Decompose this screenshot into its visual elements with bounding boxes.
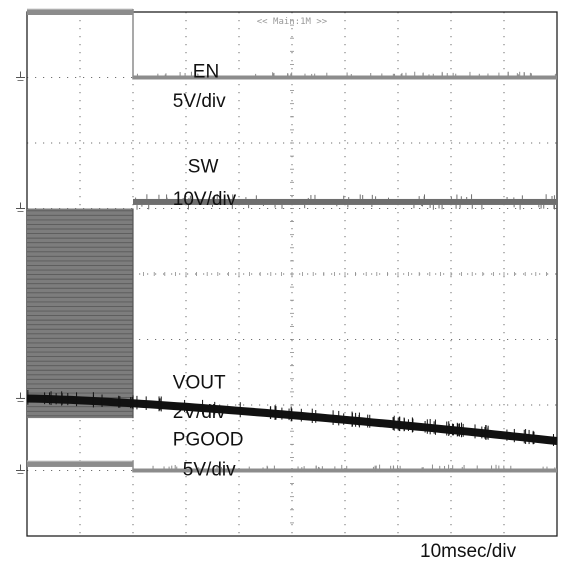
trace-sw-idle bbox=[133, 198, 557, 205]
channel-label-vout-name: VOUT bbox=[173, 373, 226, 394]
channel-label-sw-scale: 10V/div bbox=[173, 189, 237, 210]
channel-label-en-scale: 5V/div bbox=[173, 91, 226, 112]
channel-labels: EN 5V/div SW 10V/div VOUT 2V/div PGOOD 5V/div bbox=[173, 62, 244, 481]
trace-en-low bbox=[133, 75, 557, 80]
trace-en-high bbox=[27, 9, 133, 15]
traces bbox=[26, 8, 558, 473]
channel-label-en-name: EN bbox=[193, 62, 219, 83]
top-readout: << Main:1M >> bbox=[257, 17, 328, 27]
trace-pgood-low bbox=[133, 468, 557, 473]
trace-sw-switching-band bbox=[27, 208, 133, 419]
channel-label-vout-scale: 2V/div bbox=[173, 402, 226, 423]
channel-label-pgood-name: PGOOD bbox=[173, 430, 244, 451]
timebase-label: 10msec/div bbox=[420, 541, 517, 562]
channel-label-pgood-scale: 5V/div bbox=[183, 460, 236, 481]
trace-pgood-high bbox=[27, 460, 133, 467]
channel-label-sw-name: SW bbox=[188, 156, 219, 177]
ground-markers bbox=[16, 71, 25, 474]
